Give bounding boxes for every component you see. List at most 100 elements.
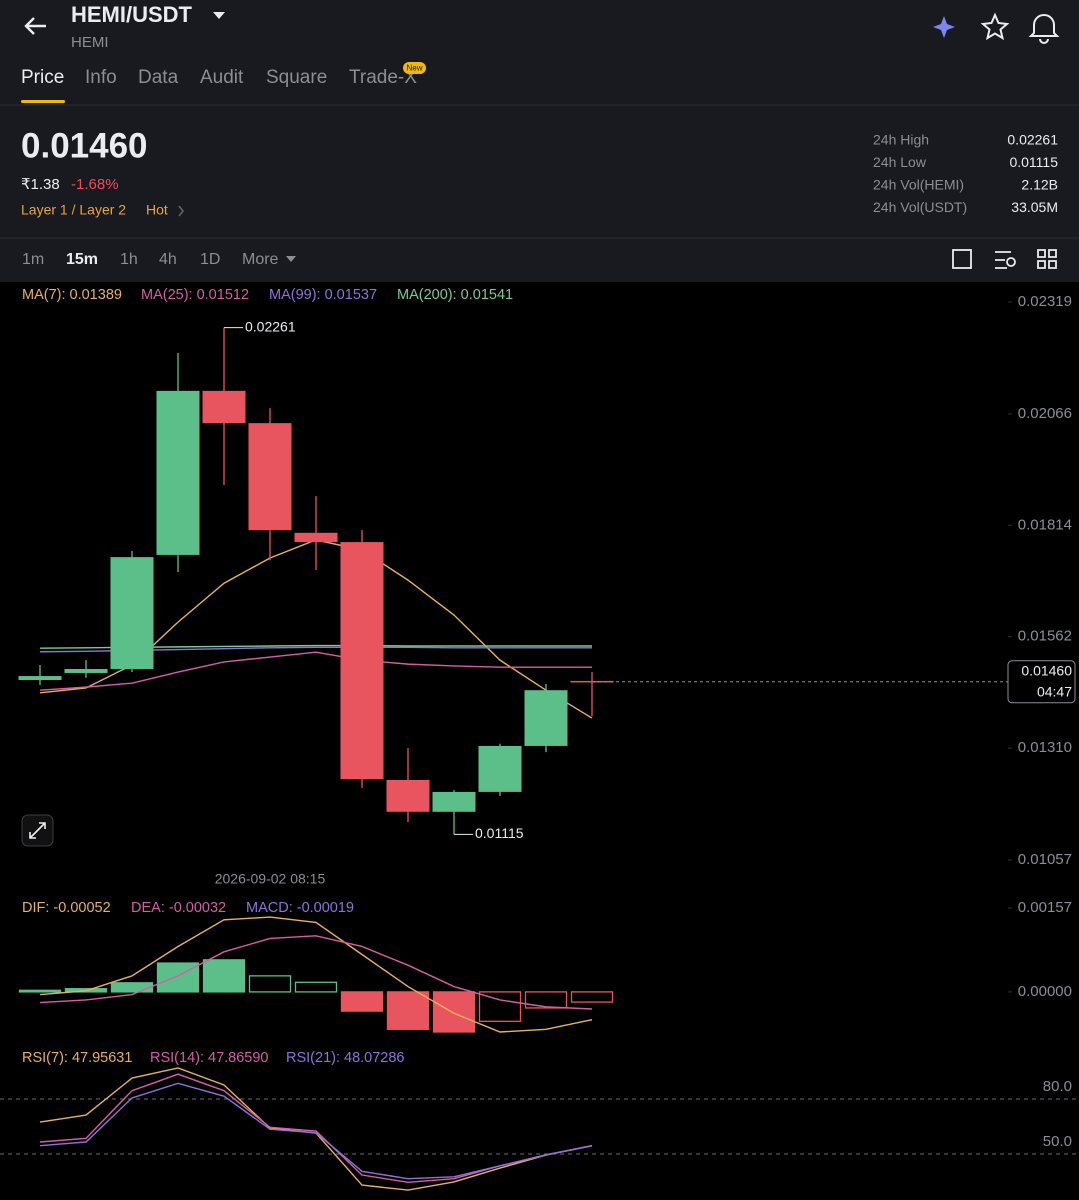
alert-button[interactable]: [1028, 14, 1060, 44]
legend-item: DEA: -0.00032: [131, 900, 226, 916]
low-label: 0.01115: [475, 825, 524, 841]
candle-body: [386, 779, 430, 812]
stat-label: 24h High: [873, 132, 929, 148]
y-tick-label: 0.02319: [1018, 293, 1072, 310]
indicator-line: [39, 916, 593, 1033]
legend-item: MACD: -0.00019: [246, 900, 354, 916]
candle-body: [248, 423, 292, 531]
candle-body: [64, 668, 108, 673]
stat-value: 33.05M: [1011, 199, 1058, 215]
macd-bar: [202, 959, 246, 993]
fullscreen-icon: [29, 822, 46, 839]
macd-bar: [294, 981, 338, 993]
ai-button[interactable]: [933, 16, 955, 38]
y-tick-label: 0.01310: [1018, 739, 1072, 756]
tab[interactable]: Info: [85, 67, 117, 88]
interval[interactable]: 4h: [159, 251, 177, 268]
interval[interactable]: More: [242, 251, 279, 268]
high-label: 0.02261: [245, 318, 296, 334]
countdown: 04:47: [1037, 684, 1072, 700]
pair-dropdown[interactable]: [213, 12, 225, 19]
legend-item: MA(200): 0.01541: [397, 287, 513, 303]
interval[interactable]: 1h: [120, 251, 138, 268]
macd-bar: [340, 991, 384, 1012]
interval[interactable]: 15m: [66, 251, 98, 268]
tab[interactable]: Price: [21, 67, 64, 88]
y-tick-label: 0.00000: [1018, 983, 1072, 1000]
interval[interactable]: 1m: [22, 251, 44, 268]
chart-tools: [952, 249, 1057, 269]
y-tick-label: 0.01057: [1018, 851, 1072, 868]
x-tick-label: 2026-09-02 08:15: [215, 871, 326, 887]
candle-body: [294, 532, 338, 543]
tool-button[interactable]: [995, 251, 1011, 269]
chevron: [178, 205, 184, 217]
macd-bar: [156, 962, 200, 993]
badge: New: [406, 64, 422, 73]
stat-label: 24h Vol(HEMI): [873, 177, 964, 193]
candle-body: [110, 557, 154, 669]
legend-item: DIF: -0.00052: [22, 900, 111, 916]
pair-base: HEMI: [71, 34, 109, 51]
tool-button[interactable]: [1006, 257, 1016, 267]
header-bg: [0, 0, 1079, 282]
tab-underline: [21, 100, 65, 103]
favorite-button[interactable]: [980, 12, 1010, 41]
candle-body: [340, 542, 384, 780]
legend-item: RSI(21): 48.07286: [286, 1050, 405, 1066]
macd-bar: [524, 991, 568, 1009]
macd-bar: [570, 991, 614, 1003]
y-tick-label: 0.00157: [1018, 899, 1072, 916]
legend-item: RSI(7): 47.95631: [22, 1050, 132, 1066]
candle-body: [478, 745, 522, 792]
macd-bar: [18, 989, 62, 993]
macd-bar: [432, 991, 476, 1033]
dropdown-arrow: [286, 256, 296, 262]
indicator-line: [39, 935, 593, 1010]
tab[interactable]: Audit: [200, 67, 244, 88]
last-price: 0.01460: [21, 126, 148, 165]
macd-bar: [478, 991, 522, 1022]
current-price-label: 0.01460: [1021, 663, 1072, 679]
candle-body: [202, 390, 246, 424]
y-tick-label: 0.01562: [1018, 628, 1072, 645]
tag[interactable]: Layer 1 / Layer 2: [21, 202, 126, 218]
badge-bg: [403, 62, 426, 74]
fiat-price: ₹1.38: [21, 176, 60, 193]
stats: 24h High 0.02261 24h Low 0.01115 24h Vol(HEM…: [873, 132, 1058, 215]
candle-body: [432, 791, 476, 812]
interval[interactable]: 1D: [200, 251, 220, 268]
y-tick-label: 50.0: [1043, 1133, 1072, 1150]
charts: 0.02319 0.02066 0.01814 0.01562 0.01310 0.010…: [0, 287, 1079, 1191]
legend-item: MA(7): 0.01389: [22, 287, 122, 303]
intervals: 1m 15m 1h 4h 1D More: [22, 251, 296, 268]
macd-bar: [386, 991, 430, 1030]
indicator-line: [39, 651, 592, 691]
candle-body: [524, 690, 568, 746]
legend-item: MA(99): 0.01537: [269, 287, 377, 303]
stat-value: 0.02261: [1007, 132, 1058, 148]
macd-bar: [248, 975, 292, 993]
stat-label: 24h Low: [873, 154, 927, 170]
y-tick-label: 0.01814: [1018, 516, 1072, 533]
tab[interactable]: Trade-X: [349, 67, 417, 88]
stat-value: 2.12B: [1021, 177, 1058, 193]
tab[interactable]: Square: [266, 67, 327, 88]
pair-title[interactable]: HEMI/USDT: [71, 2, 193, 27]
tag[interactable]: Hot: [146, 202, 168, 218]
tab[interactable]: Data: [138, 67, 179, 88]
tool-button[interactable]: [952, 249, 972, 269]
stat-value: 0.01115: [1009, 154, 1058, 170]
back-button[interactable]: [24, 17, 46, 35]
tool-button[interactable]: [1037, 249, 1057, 269]
y-tick-label: 0.02066: [1018, 405, 1072, 422]
y-tick-label: 80.0: [1043, 1078, 1072, 1095]
candle-body: [156, 390, 200, 555]
indicator-line: [39, 1082, 593, 1180]
macd-bar: [110, 982, 154, 993]
current-price-tag: [1007, 660, 1076, 704]
legend-item: RSI(14): 47.86590: [150, 1050, 269, 1066]
